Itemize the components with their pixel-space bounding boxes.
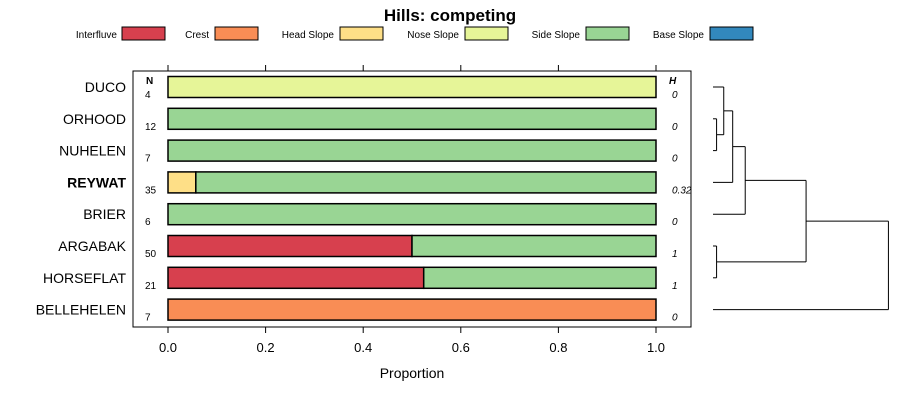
legend: Interfluve Crest Head Slope Nose Slope Side … (76, 26, 754, 41)
x-tick-label: 0.0 (159, 340, 177, 355)
bar-segment (422, 266, 657, 290)
n-header: N (146, 76, 153, 87)
n-value: 12 (145, 122, 157, 133)
bar-segment (167, 234, 413, 258)
bar-segment (411, 234, 657, 258)
bar-segment (167, 107, 657, 131)
h-value: 0 (672, 313, 678, 324)
n-value: 6 (145, 217, 151, 228)
row-label: ORHOOD (63, 111, 126, 127)
row-label: HORSEFLAT (43, 270, 126, 286)
bar-segment (167, 139, 657, 162)
row-label: BRIER (83, 206, 126, 222)
legend-swatch (585, 26, 630, 41)
legend-swatch (709, 26, 754, 41)
x-axis-title: Proportion (380, 365, 445, 381)
x-tick-label: 0.6 (452, 340, 470, 355)
x-tick-label: 1.0 (647, 340, 665, 355)
n-value: 21 (145, 281, 157, 292)
legend-swatch (464, 26, 509, 41)
h-header: H (669, 76, 677, 87)
h-value: 0.32 (672, 185, 692, 196)
n-value: 7 (145, 313, 151, 324)
legend-label: Base Slope (653, 30, 705, 41)
legend-swatch (214, 26, 259, 41)
n-value: 4 (145, 90, 151, 101)
h-value: 1 (672, 281, 678, 292)
row-label: NUHELEN (59, 143, 126, 159)
row-label: ARGABAK (58, 238, 126, 254)
n-value: 35 (145, 185, 157, 196)
plot-area: 0.0 0.2 0.4 0.6 0.8 1.0 N H 4 0 12 0 7 0 35 0.32 6 0 50 1 21… (132, 65, 692, 355)
bar-segment (167, 202, 657, 226)
n-value: 7 (145, 154, 151, 165)
dendrogram (713, 86, 889, 311)
row-label: REYWAT (67, 174, 126, 190)
h-value: 0 (672, 217, 678, 228)
x-tick-label: 0.2 (257, 340, 275, 355)
legend-label: Head Slope (282, 30, 335, 41)
h-value: 0 (672, 90, 678, 101)
h-value: 0 (672, 154, 678, 165)
row-label: BELLEHELEN (36, 302, 126, 318)
chart-title: Hills: competing (384, 6, 516, 25)
legend-label: Side Slope (532, 30, 581, 41)
bar-segment (167, 298, 657, 321)
bar-segment (195, 171, 657, 194)
plot-frame (132, 70, 692, 328)
bar-segment (167, 75, 657, 99)
legend-swatch (339, 26, 384, 41)
x-tick-label: 0.4 (354, 340, 372, 355)
h-value: 0 (672, 122, 678, 133)
h-value: 1 (672, 249, 678, 260)
x-tick-label: 0.8 (549, 340, 567, 355)
row-labels: DUCO ORHOOD NUHELEN REYWAT BRIER ARGABAK HORSE… (36, 79, 127, 318)
n-value: 50 (145, 249, 157, 260)
legend-label: Nose Slope (407, 30, 459, 41)
bar-segment (167, 171, 197, 194)
legend-swatch (121, 26, 166, 41)
legend-label: Crest (185, 30, 209, 41)
legend-label: Interfluve (76, 30, 118, 41)
row-label: DUCO (85, 79, 126, 95)
bar-segment (167, 266, 425, 290)
